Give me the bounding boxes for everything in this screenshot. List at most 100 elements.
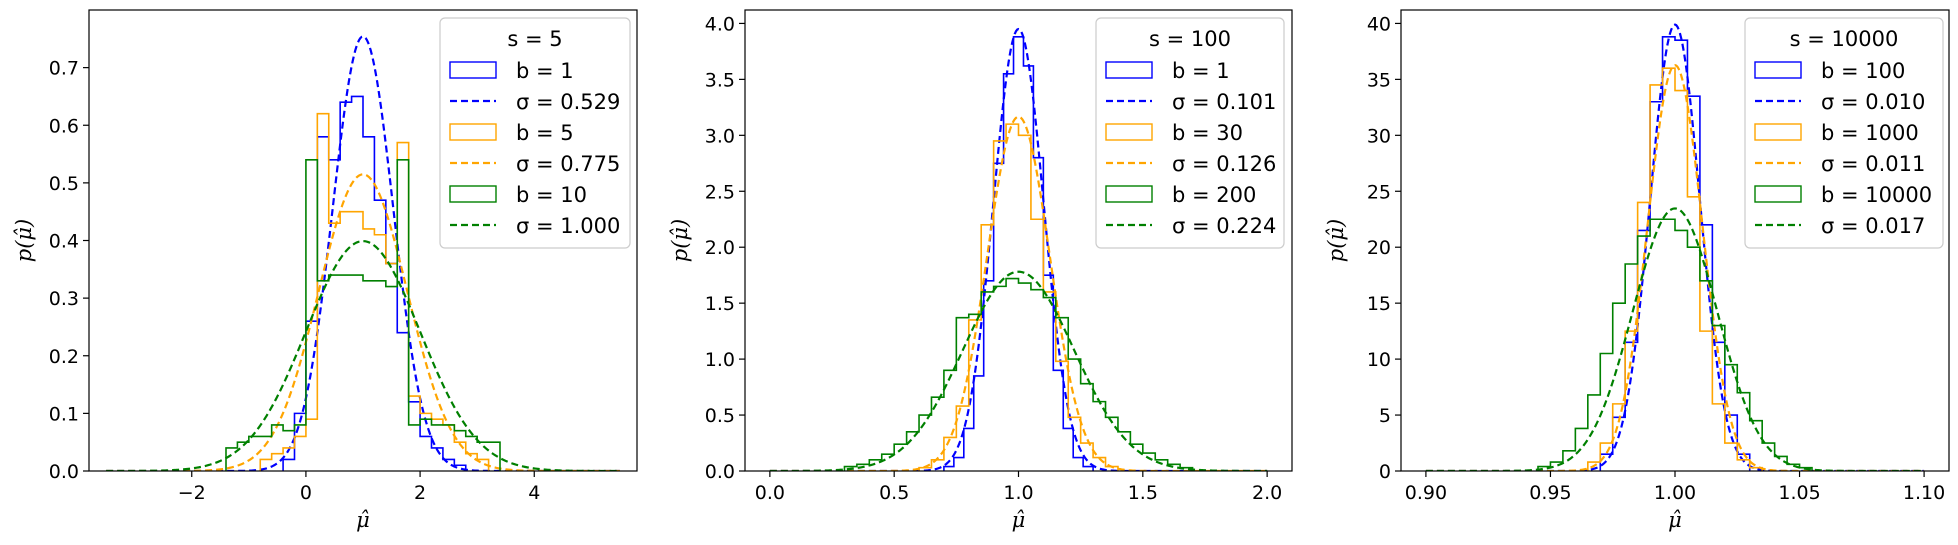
- legend-entry-label: σ = 0.101: [1172, 90, 1276, 114]
- x-tick-label: 1.00: [1654, 482, 1696, 504]
- histogram-panel-1: −2 0 2 4 0.0 0.1 0.2 0.3 0.4 0.5 0.6 0.7 μ̂ p(μ̂) s = …: [12, 9, 638, 532]
- histogram-series-1: [943, 36, 1094, 471]
- legend-title: s = 10000: [1790, 27, 1899, 51]
- x-tick-label: 0.0: [755, 482, 785, 504]
- legend-handle-hist: [1105, 61, 1153, 79]
- y-tick-label: 3.0: [705, 125, 735, 147]
- y-tick-label: 5: [1379, 405, 1391, 427]
- legend-box: [1744, 17, 1944, 249]
- legend-entry-label: b = 200: [1172, 183, 1256, 207]
- y-tick-label: 0.2: [49, 346, 79, 368]
- x-axis-label: μ̂: [1012, 508, 1026, 532]
- histogram-panel-2: 0.0 0.5 1.0 1.5 2.0 0.0 0.5 1.0 1.5 2.0 2.5 3.0 3.5 4…: [668, 9, 1293, 532]
- legend-entry-label: σ = 0.775: [516, 152, 620, 176]
- x-axis-label: μ̂: [1668, 508, 1682, 532]
- y-tick-label: 0.1: [49, 403, 79, 425]
- y-tick-label: 30: [1367, 125, 1391, 147]
- x-tick-label: 0.5: [879, 482, 909, 504]
- x-tick-label: 2: [414, 482, 426, 504]
- y-tick-label: 0.6: [49, 115, 79, 137]
- y-tick-label: 20: [1367, 237, 1391, 259]
- legend-handle-hist: [449, 185, 497, 203]
- histogram-series-5: [843, 277, 1194, 471]
- y-tick-label: 1.0: [705, 349, 735, 371]
- gaussian-fit-6: [106, 240, 620, 471]
- legend-entry-label: b = 10000: [1821, 183, 1932, 207]
- y-tick-label: 0.0: [705, 461, 735, 483]
- x-tick-label: 0.90: [1405, 482, 1447, 504]
- y-tick-label: 0.5: [49, 173, 79, 195]
- legend: s = 10000 b = 100 σ = 0.010 b = 1000 σ = 0.0…: [1744, 17, 1944, 249]
- x-tick-label: 1.0: [1003, 482, 1033, 504]
- legend-handle-hist: [449, 61, 497, 79]
- x-tick-label: 0.95: [1529, 482, 1571, 504]
- legend-entry-label: σ = 1.000: [516, 214, 620, 238]
- histogram-series-3: [918, 123, 1119, 471]
- gaussian-fit-4: [1425, 64, 1925, 471]
- legend-box: [439, 17, 631, 249]
- legend-entry-label: b = 1000: [1821, 121, 1919, 145]
- y-tick-label: 0.7: [49, 58, 79, 80]
- legend-title: s = 100: [1149, 27, 1231, 51]
- legend-entry-label: b = 5: [516, 121, 574, 145]
- legend: s = 5 b = 1 σ = 0.529 b = 5 σ = 0.775 b = 10 σ…: [439, 17, 631, 249]
- legend-entry-label: σ = 0.224: [1172, 214, 1276, 238]
- y-axis-label: p(μ̂): [12, 219, 36, 262]
- legend-box: [1095, 17, 1285, 249]
- legend-entry-label: b = 100: [1821, 59, 1905, 83]
- y-tick-label: 2.5: [705, 181, 735, 203]
- histogram-panel-3: 0.90 0.95 1.00 1.05 1.10 0 5 10 15 20 25 30 35 40 μ̂ p(…: [1324, 9, 1950, 532]
- plot-area: [769, 27, 1268, 471]
- y-tick-label: 4.0: [705, 13, 735, 35]
- y-tick-label: 3.5: [705, 69, 735, 91]
- gaussian-fit-6: [769, 270, 1268, 471]
- legend-title: s = 5: [507, 27, 562, 51]
- legend-handle-hist: [449, 123, 497, 141]
- histogram-series-5: [225, 159, 501, 471]
- y-tick-label: 0.5: [705, 405, 735, 427]
- gaussian-fit-2: [1425, 23, 1925, 471]
- x-tick-label: 1.5: [1128, 482, 1158, 504]
- legend: s = 100 b = 1 σ = 0.101 b = 30 σ = 0.126 b = …: [1095, 17, 1285, 249]
- legend-entry-label: b = 30: [1172, 121, 1243, 145]
- y-tick-label: 35: [1367, 69, 1391, 91]
- histogram-series-5: [1537, 218, 1813, 471]
- legend-handle-hist: [1754, 185, 1802, 203]
- legend-entry-label: σ = 0.017: [1821, 214, 1925, 238]
- histogram-series-3: [1587, 67, 1763, 471]
- legend-entry-label: σ = 0.010: [1821, 90, 1925, 114]
- histogram-series-1: [282, 95, 467, 471]
- y-tick-label: 15: [1367, 293, 1391, 315]
- histogram-series-1: [1599, 36, 1751, 471]
- x-tick-label: 4: [528, 482, 540, 504]
- x-tick-label: 2.0: [1252, 482, 1282, 504]
- y-tick-label: 0.4: [49, 231, 79, 253]
- legend-handle-hist: [1105, 123, 1153, 141]
- legend-handle-hist: [1754, 123, 1802, 141]
- y-tick-label: 2.0: [705, 237, 735, 259]
- legend-entry-label: b = 10: [516, 183, 587, 207]
- legend-entry-label: σ = 0.126: [1172, 152, 1276, 176]
- legend-entry-label: b = 1: [1172, 59, 1230, 83]
- y-tick-label: 25: [1367, 181, 1391, 203]
- gaussian-fit-2: [769, 27, 1268, 471]
- legend-entry-label: σ = 0.011: [1821, 152, 1925, 176]
- y-tick-label: 1.5: [705, 293, 735, 315]
- y-tick-label: 0.3: [49, 288, 79, 310]
- x-tick-label: 0: [300, 482, 312, 504]
- y-axis-label: p(μ̂): [1324, 219, 1348, 262]
- legend-entry-label: σ = 0.529: [516, 90, 620, 114]
- y-axis-label: p(μ̂): [668, 219, 692, 262]
- legend-handle-hist: [1105, 185, 1153, 203]
- x-axis-label: μ̂: [356, 508, 370, 532]
- y-tick-label: 10: [1367, 349, 1391, 371]
- x-tick-label: −2: [178, 482, 206, 504]
- x-tick-label: 1.10: [1903, 482, 1945, 504]
- y-tick-label: 0.0: [49, 461, 79, 483]
- legend-handle-hist: [1754, 61, 1802, 79]
- y-tick-label: 0: [1379, 461, 1391, 483]
- y-tick-label: 40: [1367, 13, 1391, 35]
- x-tick-label: 1.05: [1778, 482, 1820, 504]
- legend-entry-label: b = 1: [516, 59, 574, 83]
